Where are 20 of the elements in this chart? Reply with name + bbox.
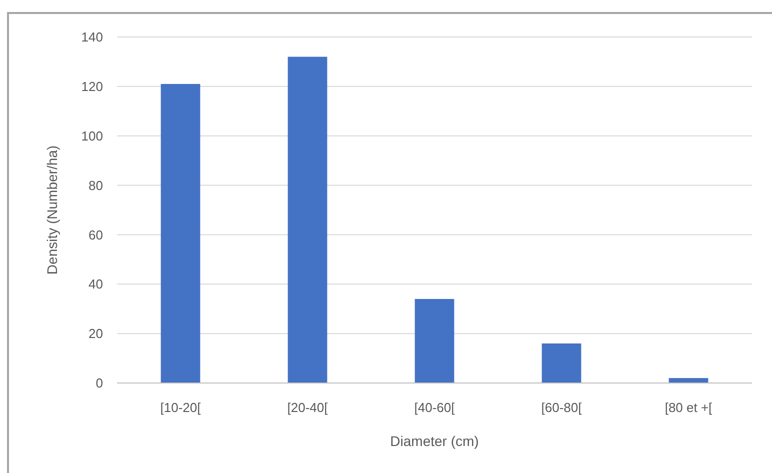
x-tick-label: [10-20[ [160, 400, 202, 415]
y-axis-title: Density (Number/ha) [44, 145, 60, 275]
bar [668, 378, 708, 383]
bar [542, 343, 582, 383]
y-tick-label: 80 [88, 178, 103, 193]
y-tick-label: 120 [81, 78, 103, 94]
y-tick-label: 20 [88, 326, 103, 342]
bar [414, 298, 454, 383]
x-tick-label: [40-60[ [414, 400, 456, 415]
x-tick-label: [20-40[ [287, 400, 328, 415]
x-tick-label: [80 et +[ [664, 400, 713, 415]
bar [160, 84, 200, 383]
y-tick-label: 40 [88, 276, 103, 292]
y-tick-label: 0 [96, 376, 103, 391]
bar [288, 56, 328, 383]
y-tick-label: 60 [88, 227, 103, 242]
x-tick-label: [60-80[ [541, 400, 582, 415]
y-tick-label: 140 [81, 30, 103, 45]
x-axis-title: Diameter (cm) [390, 433, 479, 449]
y-tick-label: 100 [81, 128, 103, 144]
